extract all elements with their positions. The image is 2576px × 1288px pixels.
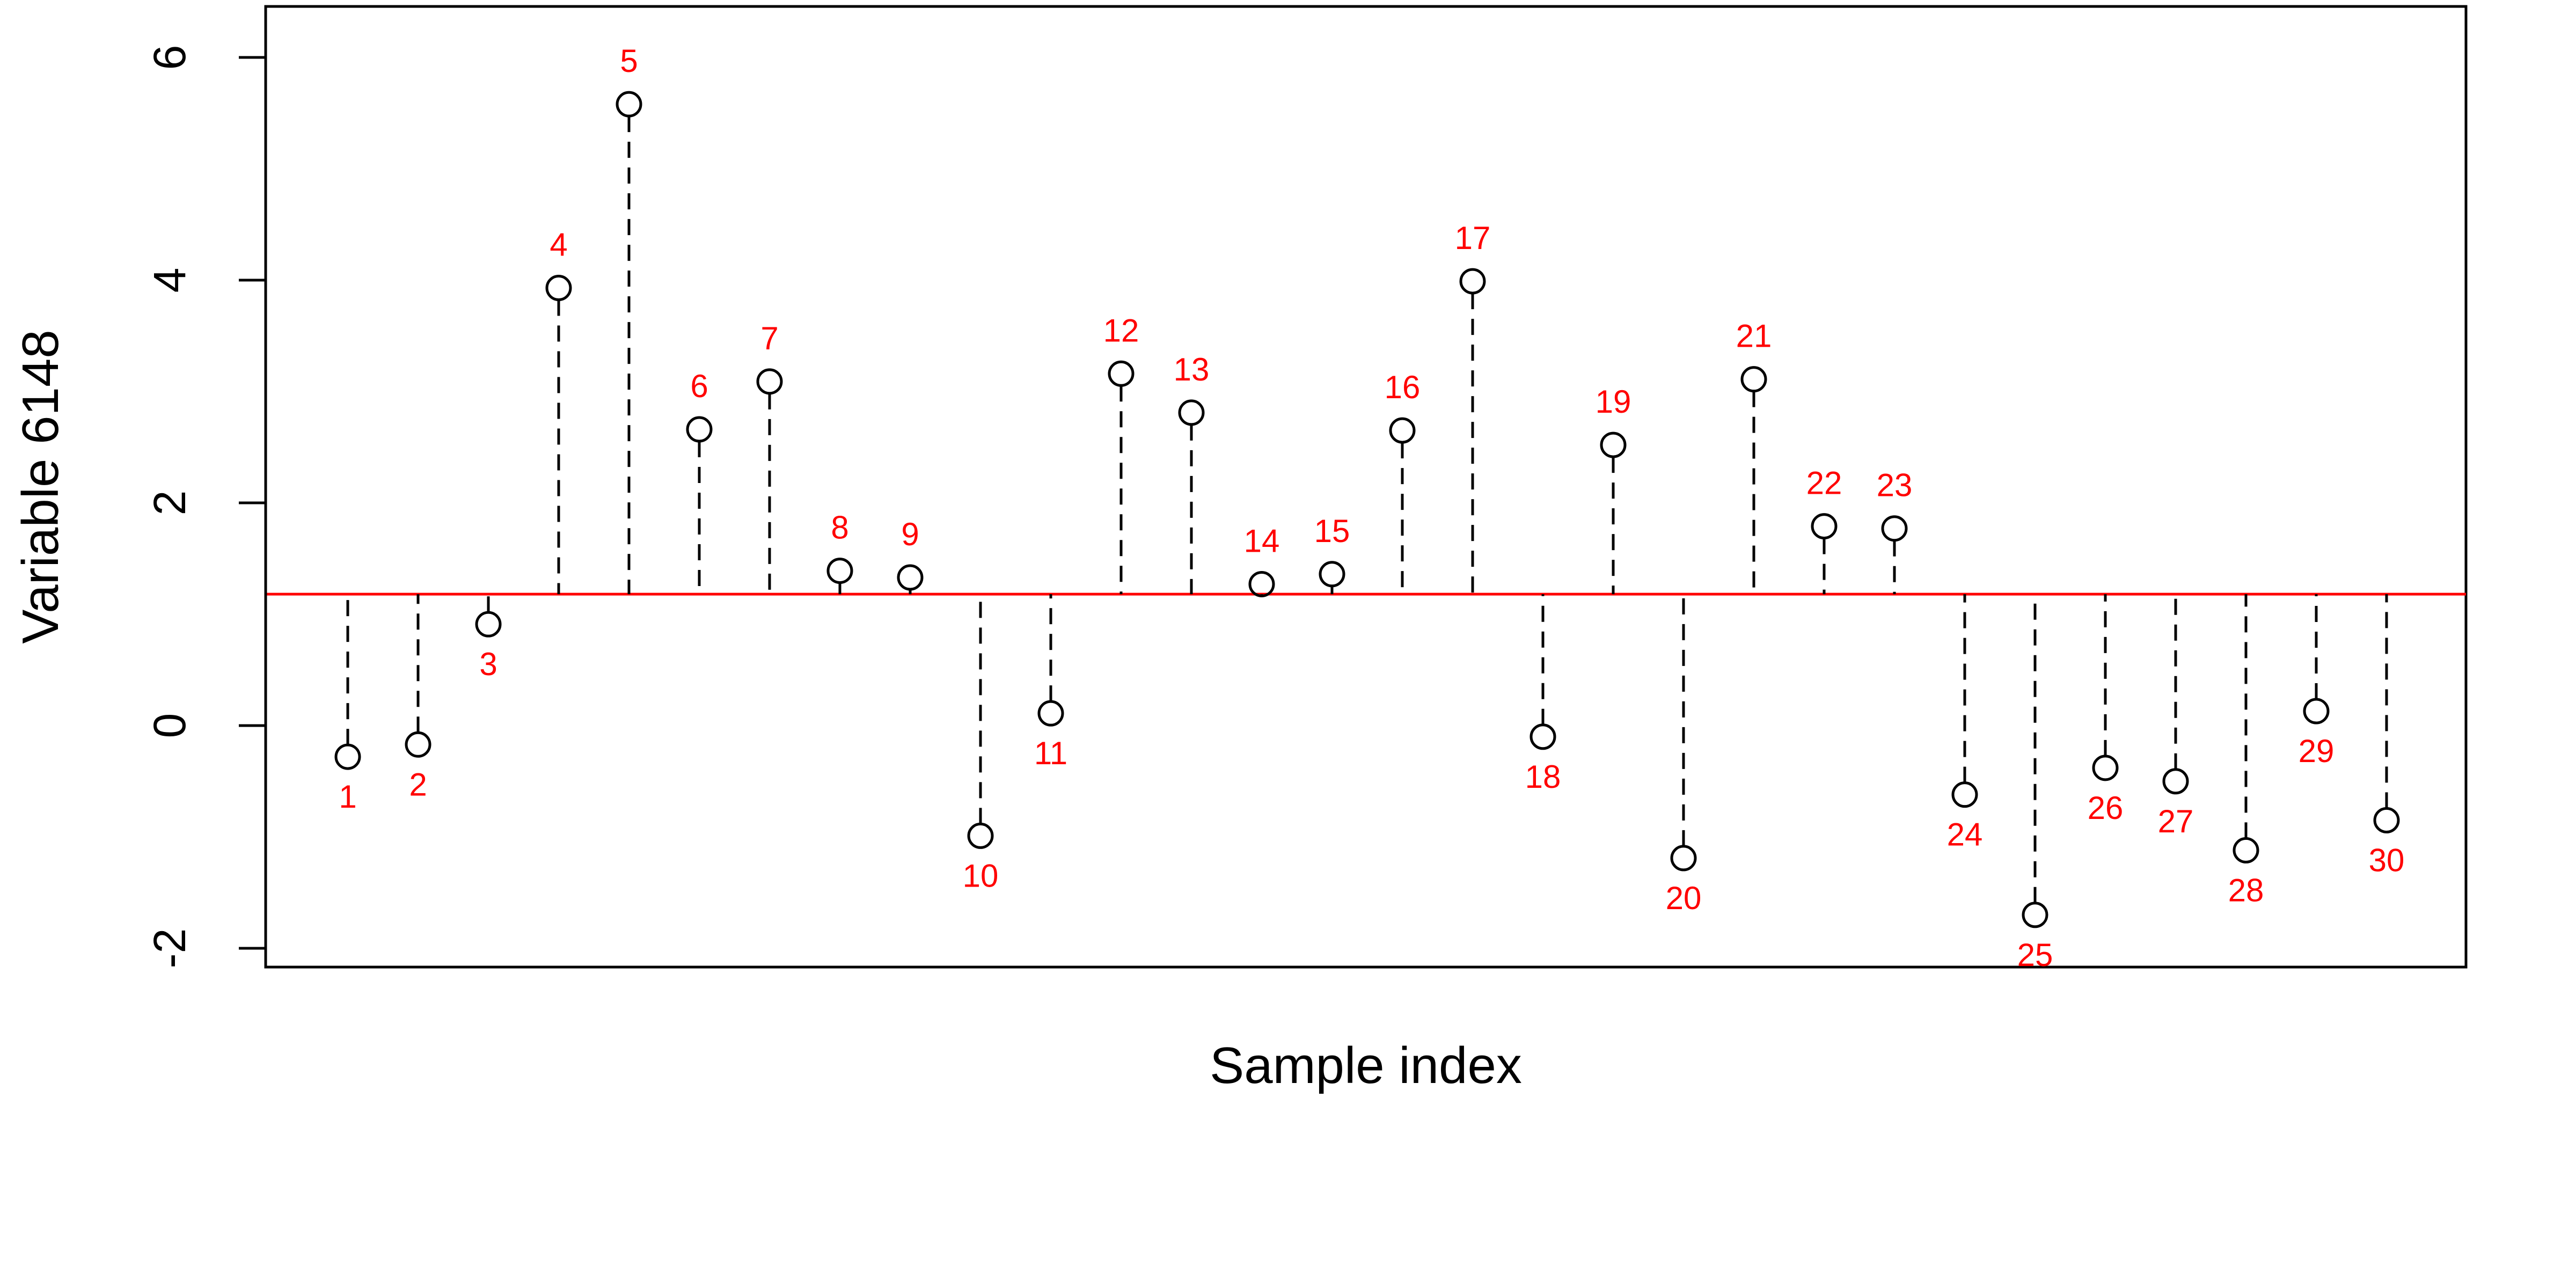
- point-label: 28: [2228, 872, 2264, 908]
- plot-box: [264, 5, 2468, 969]
- y-axis-title: Variable 6148: [12, 330, 69, 643]
- data-point: [2233, 837, 2259, 863]
- point-label: 3: [479, 646, 497, 682]
- data-point: [756, 368, 783, 395]
- data-point: [616, 91, 642, 118]
- point-label: 6: [690, 368, 708, 404]
- data-point: [2373, 807, 2400, 833]
- data-point: [1108, 360, 1135, 387]
- y-axis: -2 0 2 4 6: [144, 45, 267, 969]
- data-point: [334, 743, 361, 770]
- points: [334, 91, 2400, 928]
- point-label: 21: [1736, 318, 1772, 354]
- y-tick-label: -2: [144, 928, 195, 969]
- data-point: [1670, 845, 1697, 872]
- data-point: [967, 822, 994, 849]
- y-tick-label: 6: [144, 45, 195, 70]
- x-axis-title: Sample index: [1210, 1037, 1522, 1094]
- point-label: 22: [1806, 465, 1842, 501]
- data-point: [1459, 268, 1486, 295]
- point-label: 2: [409, 766, 427, 802]
- point-label: 8: [831, 510, 848, 546]
- point-label: 20: [1666, 880, 1702, 916]
- data-point: [1037, 700, 1064, 727]
- point-label: 27: [2158, 803, 2194, 839]
- data-point: [2303, 698, 2330, 724]
- data-point: [1248, 570, 1275, 597]
- data-point: [405, 731, 431, 758]
- point-label: 15: [1314, 513, 1350, 549]
- point-label: 30: [2369, 842, 2405, 878]
- point-label: 26: [2088, 790, 2124, 826]
- data-point: [475, 611, 502, 638]
- data-point: [897, 564, 924, 591]
- data-point: [2162, 768, 2189, 795]
- point-label: 14: [1244, 523, 1280, 559]
- point-label: 17: [1455, 220, 1491, 256]
- data-point: [686, 416, 713, 443]
- data-point: [1951, 781, 1978, 808]
- data-point: [1600, 431, 1627, 458]
- data-point: [1389, 417, 1416, 444]
- data-point: [1811, 513, 1838, 540]
- point-label: 10: [963, 858, 999, 894]
- data-point: [2092, 755, 2119, 781]
- point-label: 12: [1103, 312, 1139, 348]
- point-label: 4: [550, 227, 567, 263]
- point-label: 13: [1174, 352, 1210, 387]
- point-label: 29: [2299, 733, 2334, 769]
- point-label: 5: [620, 43, 638, 79]
- data-point: [1178, 399, 1205, 426]
- data-point: [1740, 366, 1767, 393]
- point-label: 25: [2017, 937, 2053, 973]
- data-point: [545, 275, 572, 302]
- data-point: [2022, 902, 2048, 928]
- point-label: 23: [1877, 467, 1913, 503]
- y-tick-label: 0: [144, 713, 195, 738]
- point-label: 1: [339, 779, 356, 815]
- point-label: 24: [1947, 817, 1983, 853]
- point-label: 7: [760, 320, 778, 356]
- data-point: [1319, 561, 1345, 588]
- data-point: [1881, 515, 1908, 542]
- data-point: [1529, 723, 1556, 750]
- y-tick-label: 2: [144, 491, 195, 516]
- point-label: 18: [1525, 759, 1561, 795]
- point-label: 19: [1596, 384, 1631, 420]
- y-tick-label: 4: [144, 268, 195, 293]
- stems: [346, 116, 2388, 903]
- point-label: 16: [1385, 369, 1421, 405]
- point-label: 9: [901, 516, 919, 552]
- data-point: [826, 558, 853, 584]
- point-label: 11: [1034, 735, 1067, 771]
